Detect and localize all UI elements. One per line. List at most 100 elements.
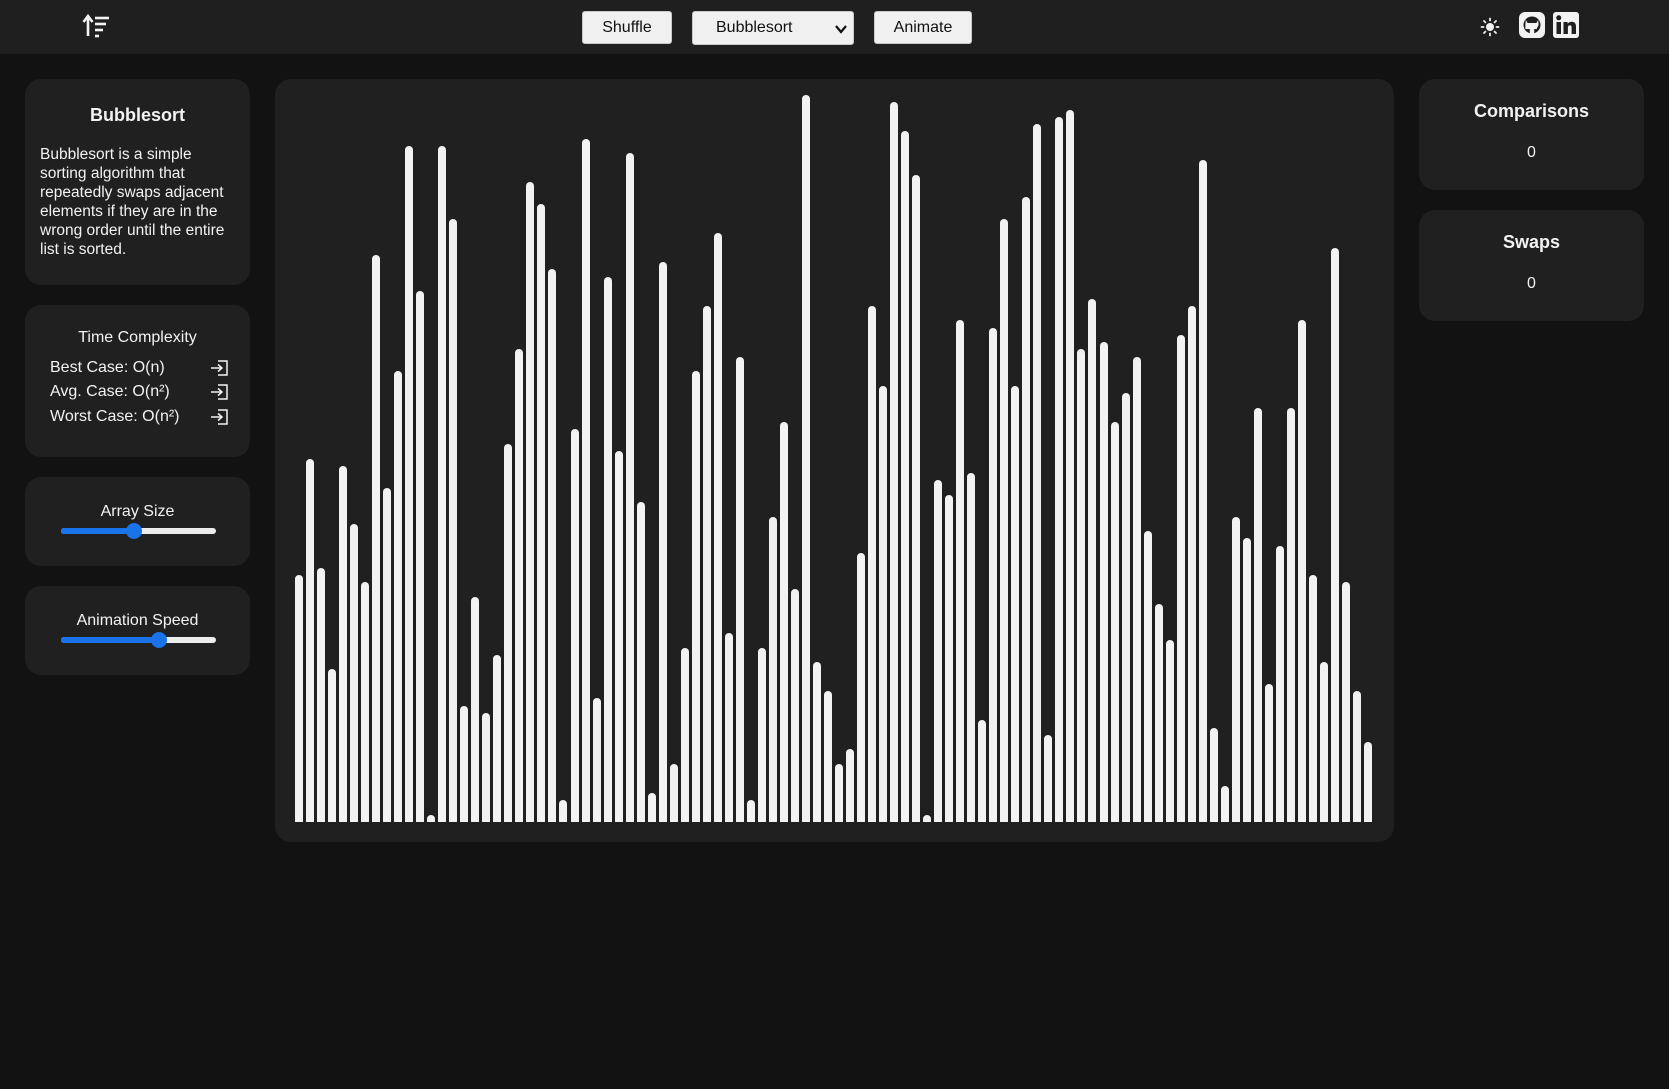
array-bar [493, 654, 502, 822]
algorithm-title: Bubblesort [89, 105, 185, 125]
array-bar [515, 349, 524, 822]
array-bar [383, 487, 392, 822]
enter-icon[interactable] [210, 408, 230, 426]
array-bar [967, 473, 976, 822]
comparisons-card: Comparisons 0 [1419, 79, 1644, 190]
array-bar [1066, 109, 1075, 822]
slider-thumb[interactable] [150, 632, 167, 648]
array-bar [1187, 305, 1196, 822]
array-bar [1209, 727, 1218, 822]
array-bar [1143, 531, 1152, 822]
array-bar [1011, 385, 1020, 822]
array-bar [1055, 116, 1064, 822]
array-bar [746, 800, 755, 822]
array-bar [779, 422, 788, 822]
array-bar [702, 305, 711, 822]
animation-speed-slider[interactable] [61, 632, 216, 648]
swaps-value: 0 [1527, 275, 1536, 292]
github-icon[interactable] [1519, 12, 1545, 38]
linkedin-icon[interactable] [1553, 12, 1579, 38]
array-bar [857, 553, 866, 822]
array-bar [361, 582, 370, 822]
array-bar [1099, 342, 1108, 822]
array-bar [901, 131, 910, 822]
array-bar [912, 174, 921, 822]
array-bar [482, 712, 491, 822]
array-bar [1319, 662, 1328, 822]
array-bar [548, 269, 557, 822]
sun-icon[interactable] [1480, 17, 1500, 37]
array-bar [504, 443, 513, 822]
enter-icon[interactable] [210, 383, 230, 401]
top-bar: Shuffle Bubblesort Animate [0, 0, 1669, 54]
array-bar [1253, 407, 1262, 822]
array-bar [1088, 298, 1097, 822]
array-size-card: Array Size [25, 477, 250, 566]
algorithm-select[interactable]: Bubblesort [692, 11, 854, 45]
animate-button[interactable]: Animate [874, 11, 972, 44]
array-bar [801, 95, 810, 822]
bars-container [295, 95, 1372, 822]
array-bar [823, 691, 832, 822]
array-bar [812, 662, 821, 822]
animation-speed-card: Animation Speed [25, 586, 250, 675]
array-bar [768, 516, 777, 822]
array-bar [978, 720, 987, 822]
array-bar [405, 145, 414, 822]
array-bar [713, 233, 722, 822]
array-bar [317, 567, 326, 822]
best-case-label: Best Case: O(n) [50, 359, 165, 376]
swaps-card: Swaps 0 [1419, 210, 1644, 321]
slider-thumb[interactable] [125, 523, 142, 539]
time-complexity-card: Time Complexity Best Case: O(n) Avg. Cas… [25, 305, 250, 457]
array-bar [460, 705, 469, 822]
array-bar [603, 276, 612, 822]
array-bar [394, 371, 403, 822]
array-bar [680, 647, 689, 822]
array-bar [879, 385, 888, 822]
array-bar [372, 254, 381, 822]
array-bar [339, 465, 348, 822]
animation-speed-label: Animation Speed [76, 612, 199, 629]
array-bar [1330, 247, 1339, 822]
array-bar [1264, 683, 1273, 822]
array-size-slider[interactable] [61, 523, 216, 539]
array-bar [592, 698, 601, 822]
array-bar [1275, 545, 1284, 822]
array-bar [1242, 538, 1251, 822]
array-bar [614, 451, 623, 822]
array-bar [846, 749, 855, 822]
array-bar [537, 204, 546, 822]
algorithm-info-card: Bubblesort Bubblesort is a simple sortin… [25, 79, 250, 285]
array-bar [1132, 356, 1141, 822]
slider-fill [61, 528, 134, 534]
array-bar [295, 574, 303, 822]
array-size-label: Array Size [100, 503, 175, 520]
time-complexity-worst-row: Worst Case: O(n²) [50, 406, 230, 428]
array-bar [1364, 742, 1372, 822]
array-bar [1341, 582, 1350, 822]
enter-icon[interactable] [210, 359, 230, 377]
array-bar [691, 371, 700, 822]
array-bar [1110, 422, 1119, 822]
array-bar [757, 647, 766, 822]
array-bar [868, 305, 877, 822]
array-bar [636, 502, 645, 822]
array-bar [1176, 334, 1185, 822]
array-bar [1000, 218, 1009, 822]
worst-case-label: Worst Case: O(n²) [50, 408, 180, 425]
array-bar [934, 480, 943, 822]
array-bar [1231, 516, 1240, 822]
avg-case-label: Avg. Case: O(n²) [50, 383, 170, 400]
array-bar [835, 763, 843, 822]
sort-icon[interactable] [82, 12, 112, 40]
array-bar [1121, 393, 1130, 822]
array-bar [735, 356, 744, 822]
array-bar [306, 458, 315, 822]
array-bar [1352, 691, 1361, 822]
array-bar [471, 596, 480, 822]
shuffle-button[interactable]: Shuffle [582, 11, 672, 44]
array-bar [1044, 734, 1053, 822]
time-complexity-heading: Time Complexity [78, 329, 197, 346]
array-bar [890, 102, 899, 822]
